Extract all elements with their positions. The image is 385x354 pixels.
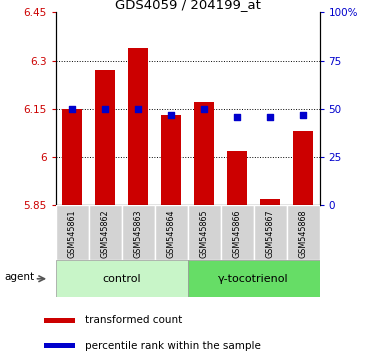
Text: GSM545865: GSM545865 bbox=[200, 210, 209, 258]
FancyBboxPatch shape bbox=[188, 205, 221, 260]
Bar bbox=[293, 131, 313, 205]
FancyBboxPatch shape bbox=[122, 205, 155, 260]
Bar bbox=[194, 102, 214, 205]
Text: GSM545862: GSM545862 bbox=[101, 210, 110, 258]
Bar bbox=[260, 199, 280, 205]
Text: GSM545864: GSM545864 bbox=[167, 210, 176, 258]
Bar bbox=[62, 109, 82, 205]
FancyBboxPatch shape bbox=[254, 205, 286, 260]
Point bbox=[69, 106, 75, 112]
Text: GSM545861: GSM545861 bbox=[68, 210, 77, 258]
Point bbox=[300, 112, 306, 118]
Point bbox=[168, 112, 174, 118]
Text: GSM545867: GSM545867 bbox=[266, 210, 275, 258]
Point bbox=[201, 106, 207, 112]
Point bbox=[102, 106, 108, 112]
Bar bbox=[227, 151, 247, 205]
Point bbox=[267, 114, 273, 119]
Bar bbox=[188, 260, 320, 297]
Point bbox=[135, 106, 141, 112]
Title: GDS4059 / 204199_at: GDS4059 / 204199_at bbox=[115, 0, 261, 11]
Bar bbox=[44, 343, 75, 348]
Text: γ-tocotrienol: γ-tocotrienol bbox=[218, 274, 289, 284]
Text: transformed count: transformed count bbox=[85, 315, 182, 325]
FancyBboxPatch shape bbox=[155, 205, 188, 260]
Bar bbox=[128, 48, 148, 205]
Text: percentile rank within the sample: percentile rank within the sample bbox=[85, 341, 261, 350]
FancyBboxPatch shape bbox=[56, 205, 89, 260]
Text: agent: agent bbox=[5, 272, 35, 282]
FancyBboxPatch shape bbox=[221, 205, 254, 260]
Bar bbox=[95, 70, 115, 205]
Text: GSM545868: GSM545868 bbox=[298, 210, 308, 258]
Bar bbox=[56, 260, 188, 297]
Text: GSM545866: GSM545866 bbox=[233, 210, 242, 258]
FancyBboxPatch shape bbox=[89, 205, 122, 260]
Bar bbox=[44, 318, 75, 323]
Bar bbox=[161, 115, 181, 205]
Text: GSM545863: GSM545863 bbox=[134, 210, 143, 258]
Point bbox=[234, 114, 240, 119]
FancyBboxPatch shape bbox=[286, 205, 320, 260]
Text: control: control bbox=[102, 274, 141, 284]
